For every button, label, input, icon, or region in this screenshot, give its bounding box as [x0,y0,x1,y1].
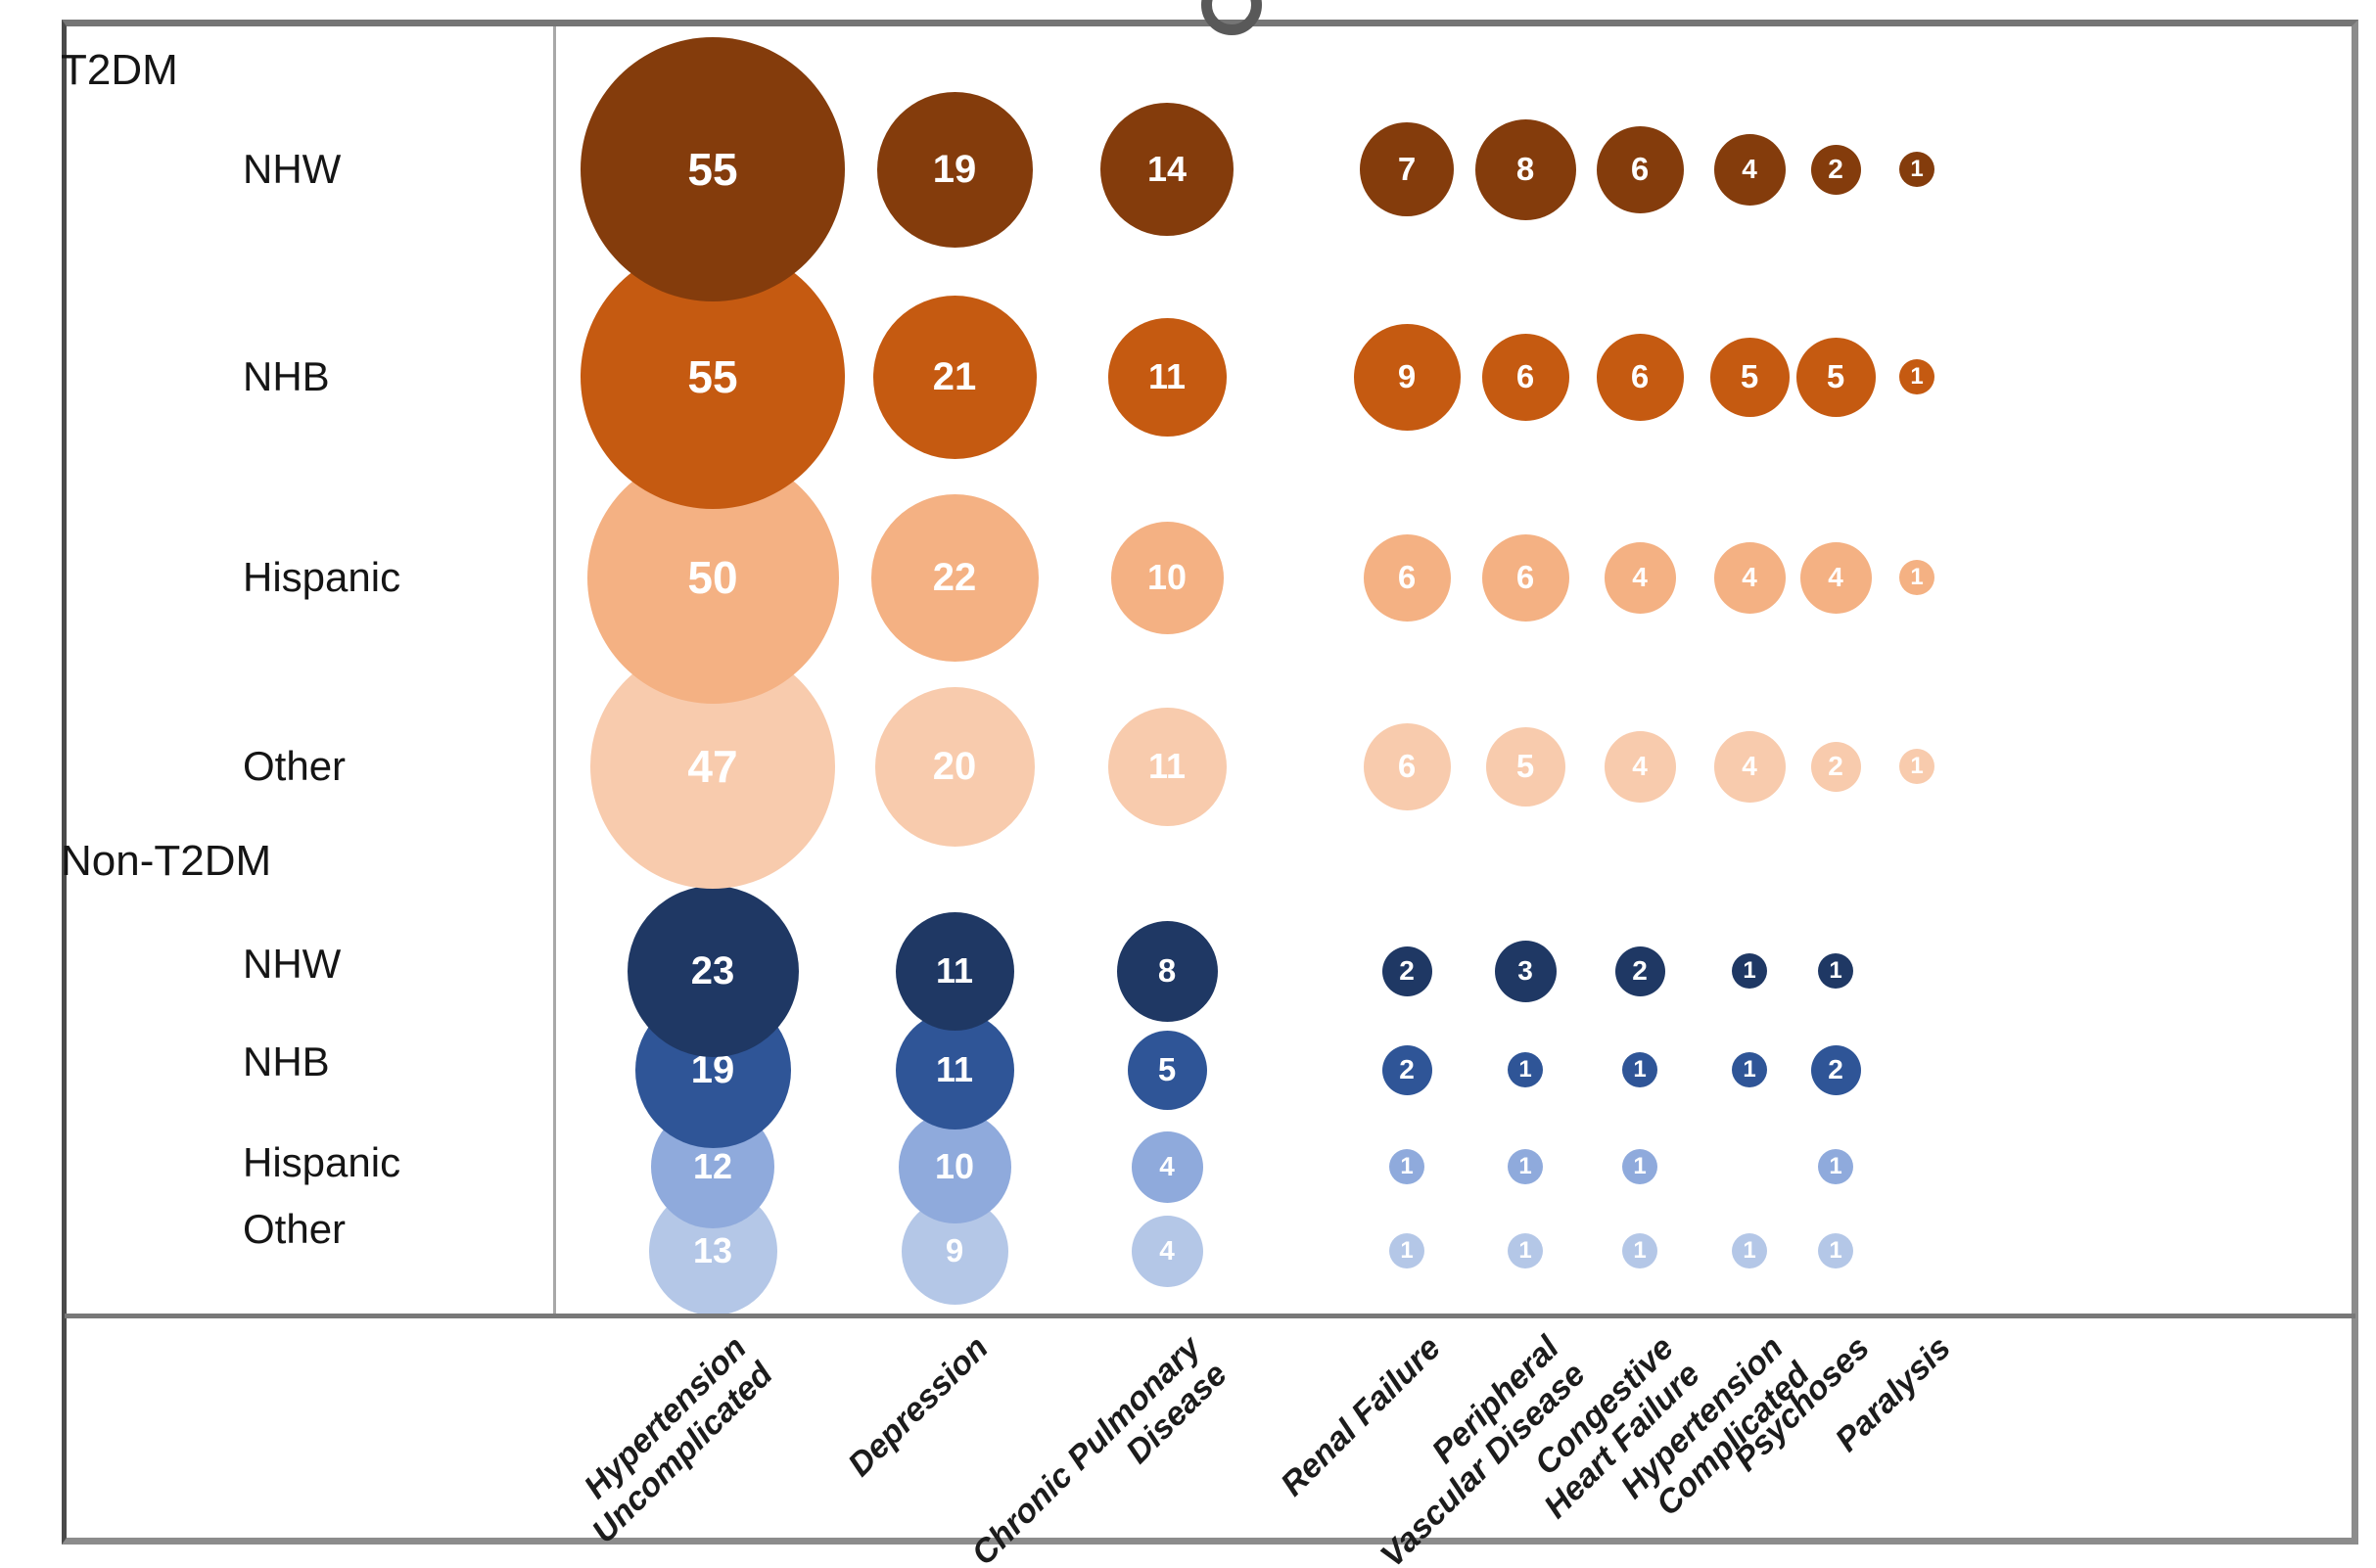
row-label-non-t2dm-hispanic: Hispanic [243,1139,401,1185]
bubble-non-t2dm-nhb-peripheral-vascular-disease: 1 [1508,1052,1543,1087]
bubble-non-t2dm-hispanic-psychoses: 1 [1818,1149,1853,1184]
bubble-non-t2dm-other-renal-failure: 1 [1389,1233,1424,1268]
bubble-t2dm-other-paralysis: 1 [1899,749,1934,784]
bubble-t2dm-nhb-hypertension-complicated: 5 [1709,337,1790,417]
row-label-t2dm-hispanic: Hispanic [243,554,401,600]
bubble-non-t2dm-hispanic-chronic-pulmonary-disease: 4 [1131,1130,1203,1203]
bubble-t2dm-other-peripheral-vascular-disease: 5 [1485,726,1565,807]
bubble-t2dm-nhw-congestive-heart-failure: 6 [1596,125,1684,213]
bubble-t2dm-other-renal-failure: 6 [1363,722,1451,810]
bubble-non-t2dm-nhw-hypertension-complicated: 1 [1732,953,1767,989]
bubble-t2dm-hispanic-chronic-pulmonary-disease: 10 [1110,521,1224,634]
row-label-t2dm-nhb: NHB [243,353,330,399]
bubble-non-t2dm-other-psychoses: 1 [1818,1233,1853,1268]
bubble-t2dm-hispanic-renal-failure: 6 [1363,533,1451,622]
bubble-non-t2dm-nhw-hypertension-uncomplicated: 23 [627,885,799,1057]
group-label-non-t2dm: Non-T2DM [61,837,272,885]
bubble-t2dm-hispanic-hypertension-complicated: 4 [1713,541,1786,614]
bubble-t2dm-nhw-paralysis: 1 [1899,152,1934,187]
bubble-t2dm-hispanic-peripheral-vascular-disease: 6 [1481,533,1569,622]
bubble-non-t2dm-other-peripheral-vascular-disease: 1 [1508,1233,1543,1268]
bubble-non-t2dm-nhw-chronic-pulmonary-disease: 8 [1116,920,1218,1022]
bubble-non-t2dm-nhb-renal-failure: 2 [1381,1044,1432,1095]
bubble-t2dm-hispanic-psychoses: 4 [1799,541,1872,614]
bubble-t2dm-other-hypertension-complicated: 4 [1713,730,1786,803]
bubble-non-t2dm-nhw-congestive-heart-failure: 2 [1614,945,1665,996]
bubble-t2dm-other-psychoses: 2 [1810,741,1861,792]
bubble-t2dm-other-congestive-heart-failure: 4 [1604,730,1676,803]
bubble-t2dm-nhw-hypertension-uncomplicated: 55 [581,37,845,301]
bubble-t2dm-nhb-psychoses: 5 [1795,337,1876,417]
bubble-t2dm-hispanic-paralysis: 1 [1899,560,1934,595]
bubble-non-t2dm-hispanic-peripheral-vascular-disease: 1 [1508,1149,1543,1184]
row-label-separator-line [553,26,556,1314]
row-label-t2dm-nhw: NHW [243,146,342,192]
bubble-non-t2dm-nhb-congestive-heart-failure: 1 [1622,1052,1657,1087]
bubble-non-t2dm-hispanic-renal-failure: 1 [1389,1149,1424,1184]
bubble-t2dm-hispanic-depression: 22 [870,493,1039,662]
bubble-non-t2dm-other-chronic-pulmonary-disease: 4 [1131,1215,1203,1287]
group-label-t2dm: T2DM [61,46,178,94]
row-label-non-t2dm-other: Other [243,1206,347,1252]
bubble-non-t2dm-nhb-hypertension-complicated: 1 [1732,1052,1767,1087]
bubble-t2dm-other-depression: 20 [874,686,1035,847]
row-label-non-t2dm-nhb: NHB [243,1038,330,1084]
bubble-t2dm-nhb-chronic-pulmonary-disease: 11 [1107,317,1227,437]
bubble-non-t2dm-nhw-renal-failure: 2 [1381,945,1432,996]
bubble-t2dm-nhw-renal-failure: 7 [1360,122,1454,216]
bubble-t2dm-nhw-chronic-pulmonary-disease: 14 [1100,103,1234,236]
bubble-non-t2dm-other-congestive-heart-failure: 1 [1622,1233,1657,1268]
bubble-t2dm-nhw-depression: 19 [876,91,1033,248]
bubble-t2dm-nhb-peripheral-vascular-disease: 6 [1481,333,1569,421]
bubble-t2dm-other-chronic-pulmonary-disease: 11 [1107,707,1227,826]
bubble-t2dm-nhw-hypertension-complicated: 4 [1713,133,1786,206]
bubble-non-t2dm-nhw-depression: 11 [895,911,1014,1031]
bubble-t2dm-nhb-congestive-heart-failure: 6 [1596,333,1684,421]
bubble-t2dm-nhw-peripheral-vascular-disease: 8 [1474,118,1576,220]
row-label-t2dm-other: Other [243,743,347,789]
bubble-non-t2dm-nhw-psychoses: 1 [1818,953,1853,989]
bubble-t2dm-nhb-paralysis: 1 [1899,359,1934,394]
bubble-non-t2dm-nhw-peripheral-vascular-disease: 3 [1494,940,1557,1002]
bubble-non-t2dm-hispanic-depression: 10 [898,1110,1011,1223]
x-axis-line [65,1314,2355,1318]
cropped-title-letter-arc [1201,0,1262,35]
bubble-non-t2dm-hispanic-congestive-heart-failure: 1 [1622,1149,1657,1184]
row-label-non-t2dm-nhw: NHW [243,941,342,987]
bubble-t2dm-nhb-depression: 21 [872,295,1037,459]
bubble-non-t2dm-nhb-chronic-pulmonary-disease: 5 [1127,1030,1207,1110]
bubble-t2dm-nhw-psychoses: 2 [1810,144,1861,195]
bubble-non-t2dm-other-hypertension-complicated: 1 [1732,1233,1767,1268]
bubble-non-t2dm-nhb-psychoses: 2 [1810,1044,1861,1095]
bubble-t2dm-nhb-renal-failure: 9 [1353,323,1461,431]
bubble-t2dm-hispanic-congestive-heart-failure: 4 [1604,541,1676,614]
bubble-non-t2dm-nhb-depression: 11 [895,1010,1014,1130]
